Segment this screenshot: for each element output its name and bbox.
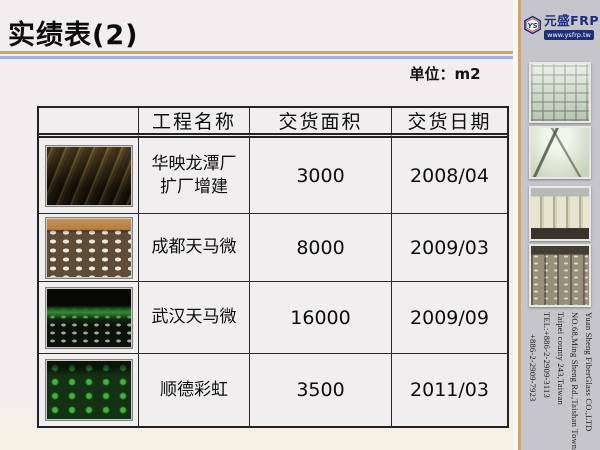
project-name-cell: 成都天马微 xyxy=(139,214,250,282)
website-url: www.ysfrp.tw xyxy=(544,30,594,40)
col-header-project-name: 工程名称 xyxy=(139,108,250,138)
company-sidebar: YS 元盛FRP www.ysfrp.tw xyxy=(521,0,600,450)
vertical-divider-tan xyxy=(518,0,521,450)
contact-line: NO.68,Ming Sheng Rd.,Taishan Township; xyxy=(570,312,580,450)
sidebar-photo-tanks-row xyxy=(529,186,591,241)
delivery-date-cell: 2009/03 xyxy=(392,214,507,282)
title-underline-blue xyxy=(0,56,513,59)
delivery-date-cell: 2009/09 xyxy=(392,282,507,354)
vertical-divider-white xyxy=(513,0,518,450)
contact-line: +886-2-2909-7923 xyxy=(528,334,538,402)
hexagon-badge-icon: YS xyxy=(524,15,541,35)
delivery-area-cell: 3000 xyxy=(250,138,392,214)
logo-text-block: 元盛FRP www.ysfrp.tw xyxy=(544,10,599,40)
project-name-cell: 华映龙潭厂 扩厂增建 xyxy=(139,138,250,214)
delivery-area-cell: 8000 xyxy=(250,214,392,282)
col-header-photo xyxy=(39,108,139,138)
title-underline-orange xyxy=(0,51,513,54)
contact-line: Taipei county 243,Taiwan xyxy=(556,312,566,406)
delivery-area-cell: 16000 xyxy=(250,282,392,354)
delivery-date-cell: 2011/03 xyxy=(410,379,489,401)
table-row-photo-cell xyxy=(39,138,139,214)
unit-label: 单位：m2 xyxy=(409,65,481,83)
col-header-delivery-area: 交货面积 xyxy=(250,108,392,138)
delivery-area-cell: 3500 xyxy=(250,354,392,426)
project-photo xyxy=(45,145,132,206)
company-logo: YS 元盛FRP www.ysfrp.tw xyxy=(523,10,599,40)
page-title: 实绩表(2) xyxy=(8,20,139,51)
brand-name: 元盛FRP xyxy=(544,13,599,28)
sidebar-photo-tank-closeup xyxy=(529,126,591,179)
table-row-photo-cell xyxy=(39,282,139,354)
sidebar-photo-coffered-ceiling xyxy=(529,62,591,123)
results-table: 工程名称 交货面积 交货日期 华映龙潭厂 扩厂增建 3000 2008/04 成… xyxy=(37,106,509,428)
col-header-delivery-date: 交货日期 xyxy=(392,108,507,138)
project-name-cell: 武汉天马微 xyxy=(139,282,250,354)
project-photo xyxy=(45,287,132,348)
contact-line: Yuan Sheng FiberGlass CO.,LTD xyxy=(584,312,594,432)
contact-line: TEL:+886-2-2909-3113 xyxy=(542,312,552,398)
sidebar-photo-factory-interior xyxy=(529,244,591,307)
project-name-cell: 顺德彩虹 xyxy=(139,354,250,426)
table-row-photo-cell xyxy=(39,354,139,426)
logo-badge-text: YS xyxy=(527,21,537,30)
project-photo xyxy=(45,217,132,278)
project-photo xyxy=(45,360,132,420)
table-row-photo-cell xyxy=(39,214,139,282)
delivery-date-cell: 2008/04 xyxy=(392,138,507,214)
company-contact-vertical-text: Yuan Sheng FiberGlass CO.,LTD NO.68,Ming… xyxy=(524,312,596,450)
